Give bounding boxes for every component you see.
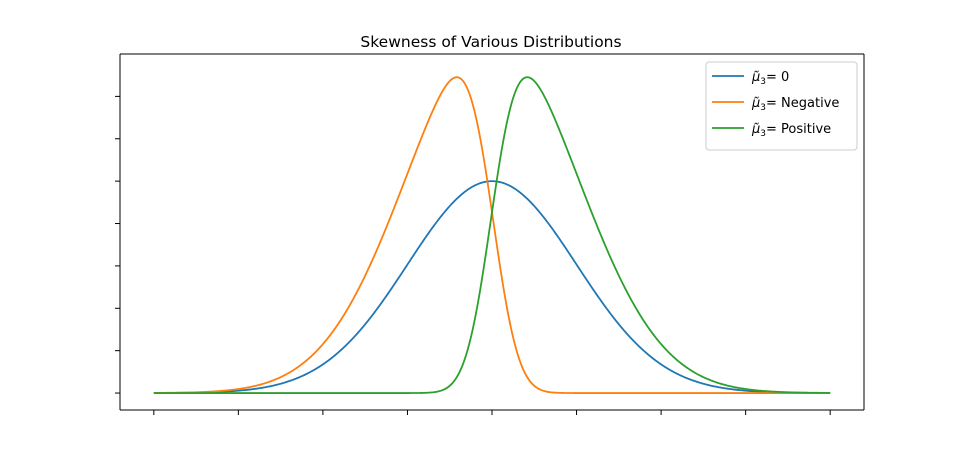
- series-line-2: [153, 76, 831, 394]
- legend-label-1: μ̃3= Negative: [751, 96, 839, 113]
- legend-label-2: μ̃3= Positive: [751, 122, 831, 139]
- chart-title: Skewness of Various Distributions: [360, 33, 621, 51]
- legend: μ̃3= 0 μ̃3= Negative μ̃3= Positive: [705, 61, 858, 151]
- legend-label-0: μ̃3= 0: [751, 70, 789, 87]
- series-line-0: [153, 180, 831, 394]
- plot-area: [115, 53, 865, 415]
